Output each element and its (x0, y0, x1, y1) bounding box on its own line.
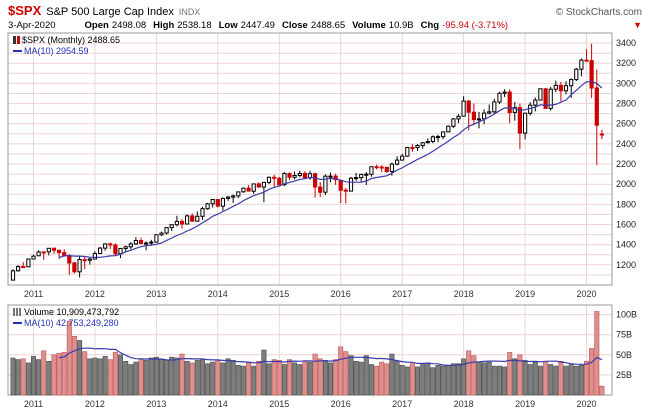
svg-text:2020: 2020 (576, 289, 596, 299)
svg-text:25B: 25B (616, 370, 632, 380)
volume-ma-row: MA(10) 42,753,249,280 (13, 318, 119, 329)
volume-bars-icon (13, 308, 22, 316)
symbol-name: S&P 500 Large Cap Index (46, 6, 174, 18)
candlestick-icon (13, 36, 20, 44)
quote-low: Low 2447.49 (219, 20, 275, 31)
title-line: $SPX S&P 500 Large Cap Index INDX © Stoc… (8, 3, 642, 18)
svg-text:3400: 3400 (616, 38, 636, 48)
quote-date: 3-Apr-2020 (8, 20, 56, 31)
price-legend-label: $SPX (Monthly) 2488.65 (22, 35, 121, 45)
quote-high: High 2538.18 (153, 20, 211, 31)
volume-value: 10.9B (388, 20, 414, 31)
svg-text:75B: 75B (616, 330, 632, 340)
svg-text:1600: 1600 (616, 220, 636, 230)
price-ma-row: MA(10) 2954.59 (13, 46, 120, 57)
quote-change: Chg -95.94 (-3.71%) (421, 20, 508, 31)
svg-text:100B: 100B (616, 310, 637, 320)
low-label: Low (218, 20, 238, 31)
svg-text:2013: 2013 (146, 399, 166, 409)
svg-text:2017: 2017 (392, 399, 412, 409)
svg-text:1800: 1800 (616, 199, 636, 209)
chart-svg: 1200 1400 1600 1800 2000 2200 2400 2600 2800 3000… (7, 32, 637, 409)
price-legend-row: $SPX (Monthly) 2488.65 (13, 35, 120, 46)
svg-text:2600: 2600 (616, 119, 636, 129)
chg-value: -95.94 (-3.71%) (442, 20, 509, 31)
quote-close: Close 2488.65 (282, 20, 345, 31)
volume-ma-label: MA(10) 42,753,249,280 (24, 318, 119, 328)
chart-header: $SPX S&P 500 Large Cap Index INDX © Stoc… (0, 0, 650, 31)
open-label: Open (84, 20, 109, 31)
volume-legend-label: Volume 10,909,473,792 (24, 307, 120, 317)
svg-text:2019: 2019 (515, 399, 535, 409)
volume-legend: Volume 10,909,473,792 MA(10) 42,753,249,… (13, 307, 119, 329)
close-label: Close (281, 20, 308, 31)
svg-text:50B: 50B (616, 350, 632, 360)
svg-text:2000: 2000 (616, 179, 636, 189)
quote-line: 3-Apr-2020 Open 2498.08 High 2538.18 Low 24… (8, 20, 642, 31)
svg-text:3000: 3000 (616, 78, 636, 88)
svg-text:2012: 2012 (85, 289, 105, 299)
price-legend: $SPX (Monthly) 2488.65 MA(10) 2954.59 (13, 35, 120, 57)
svg-text:2015: 2015 (269, 399, 289, 409)
high-value: 2538.18 (177, 20, 212, 31)
ma-line-icon (13, 322, 22, 324)
quote-open: Open 2498.08 (85, 20, 147, 31)
svg-text:2800: 2800 (616, 99, 636, 109)
svg-text:2013: 2013 (146, 289, 166, 299)
svg-text:2011: 2011 (24, 289, 43, 299)
volume-label: Volume (352, 20, 386, 31)
svg-text:2017: 2017 (392, 289, 412, 299)
svg-text:3200: 3200 (616, 58, 636, 68)
svg-text:2018: 2018 (454, 289, 474, 299)
low-value: 2447.49 (240, 20, 275, 31)
svg-text:2014: 2014 (208, 399, 228, 409)
svg-text:2400: 2400 (616, 139, 636, 149)
svg-text:2012: 2012 (85, 399, 105, 409)
svg-text:2018: 2018 (454, 399, 474, 409)
svg-text:2016: 2016 (331, 399, 351, 409)
close-value: 2488.65 (310, 20, 346, 31)
symbol-ticker: $SPX (8, 3, 42, 18)
ma-line-icon (13, 50, 22, 52)
svg-text:2019: 2019 (515, 289, 535, 299)
exchange-label: INDX (178, 7, 201, 17)
svg-text:2014: 2014 (208, 289, 228, 299)
svg-text:2200: 2200 (616, 159, 636, 169)
open-value: 2498.08 (111, 20, 147, 31)
chart-area: 1200 1400 1600 1800 2000 2200 2400 2600 2800 3000… (0, 30, 650, 415)
down-arrow-icon: ▼ (633, 20, 642, 30)
quote-volume: Volume 10.9B (352, 20, 413, 31)
volume-legend-row: Volume 10,909,473,792 (13, 307, 119, 318)
svg-text:1200: 1200 (616, 260, 636, 270)
svg-text:1400: 1400 (616, 240, 636, 250)
svg-text:2016: 2016 (331, 289, 351, 299)
copyright-label: © StockCharts.com (555, 7, 642, 18)
svg-text:2011: 2011 (24, 399, 43, 409)
price-ma-label: MA(10) 2954.59 (24, 46, 89, 56)
svg-text:2015: 2015 (269, 289, 289, 299)
high-label: High (153, 20, 175, 31)
chg-label: Chg (420, 20, 440, 31)
svg-text:2020: 2020 (576, 399, 596, 409)
